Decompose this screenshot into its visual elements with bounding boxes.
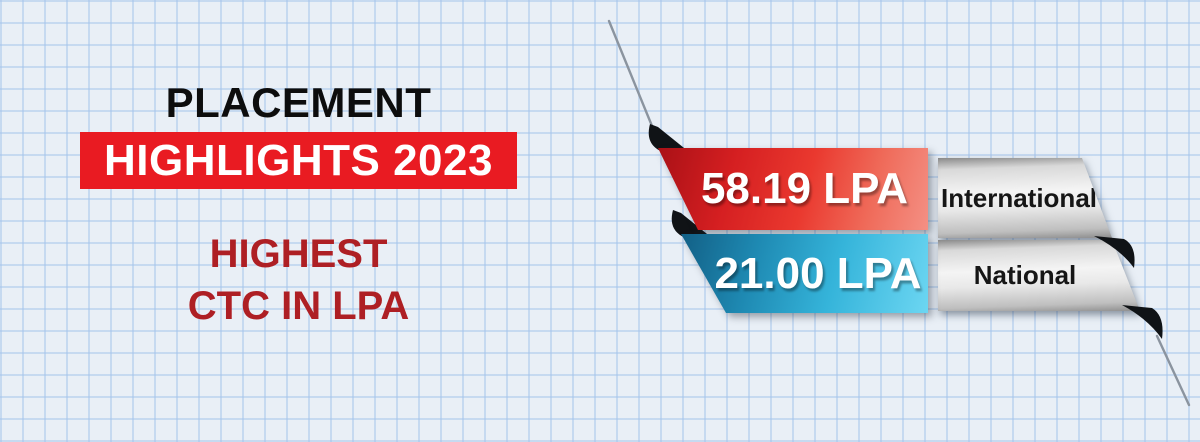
- subtitle-line2: CTC IN LPA: [187, 284, 410, 328]
- page-title: PLACEMENT: [165, 79, 432, 126]
- ribbon-label-international: International: [938, 158, 1114, 238]
- ribbon-value-national-text: 21.00 LPA: [714, 248, 922, 298]
- ribbon-value-national: 21.00 LPA: [678, 234, 928, 313]
- title-highlight-text: HIGHLIGHTS 2023: [104, 135, 493, 185]
- subtitle-line1: HIGHEST: [209, 232, 388, 276]
- ribbon-value-international: 58.19 LPA: [655, 148, 928, 230]
- ribbon-label-national-text: National: [973, 260, 1077, 290]
- ribbon-label-international-band: International: [938, 158, 1112, 238]
- ribbon-label-national: National: [938, 240, 1142, 311]
- ribbon-value-international-band: 58.19 LPA: [658, 148, 928, 230]
- ribbon-value-international-text: 58.19 LPA: [700, 164, 909, 213]
- subtitle: HIGHEST CTC IN LPA: [80, 228, 517, 332]
- ribbon-tail-top: [607, 19, 654, 128]
- ribbon-value-national-band: 21.00 LPA: [681, 234, 928, 313]
- ribbon-label-national-band: National: [938, 240, 1140, 311]
- title-highlight-bar: HIGHLIGHTS 2023: [80, 132, 517, 189]
- ribbon-tail-bottom: [1155, 334, 1191, 407]
- ribbon-label-international-text: International: [940, 182, 1097, 213]
